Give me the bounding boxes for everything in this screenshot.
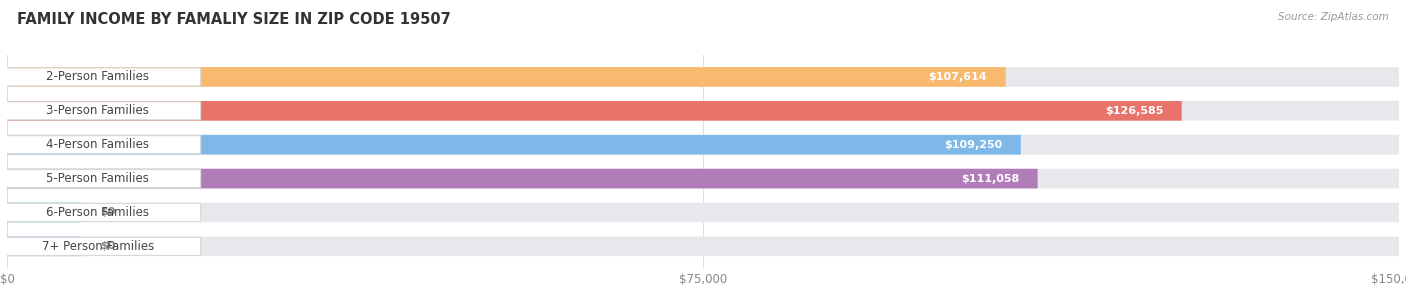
FancyBboxPatch shape — [7, 67, 1399, 87]
FancyBboxPatch shape — [7, 237, 82, 256]
Text: 6-Person Families: 6-Person Families — [46, 206, 149, 219]
FancyBboxPatch shape — [7, 169, 1399, 188]
Text: $111,058: $111,058 — [960, 174, 1019, 184]
FancyBboxPatch shape — [0, 68, 201, 86]
FancyBboxPatch shape — [7, 135, 1399, 155]
FancyBboxPatch shape — [7, 203, 82, 222]
FancyBboxPatch shape — [7, 135, 1021, 155]
Text: Source: ZipAtlas.com: Source: ZipAtlas.com — [1278, 12, 1389, 22]
FancyBboxPatch shape — [0, 203, 201, 221]
FancyBboxPatch shape — [0, 170, 201, 188]
FancyBboxPatch shape — [7, 237, 1399, 256]
Text: $0: $0 — [100, 241, 115, 251]
FancyBboxPatch shape — [7, 101, 1181, 121]
Text: 3-Person Families: 3-Person Families — [46, 104, 149, 117]
FancyBboxPatch shape — [7, 67, 1005, 87]
Text: $109,250: $109,250 — [943, 140, 1002, 150]
Text: 4-Person Families: 4-Person Families — [46, 138, 149, 151]
Text: 5-Person Families: 5-Person Families — [46, 172, 149, 185]
Text: FAMILY INCOME BY FAMALIY SIZE IN ZIP CODE 19507: FAMILY INCOME BY FAMALIY SIZE IN ZIP COD… — [17, 12, 450, 27]
FancyBboxPatch shape — [7, 101, 1399, 121]
FancyBboxPatch shape — [0, 102, 201, 120]
FancyBboxPatch shape — [7, 169, 1038, 188]
Text: $107,614: $107,614 — [928, 72, 987, 82]
Text: 2-Person Families: 2-Person Families — [46, 70, 149, 84]
FancyBboxPatch shape — [7, 203, 1399, 222]
Text: 7+ Person Families: 7+ Person Families — [42, 240, 153, 253]
Text: $0: $0 — [100, 207, 115, 217]
FancyBboxPatch shape — [0, 136, 201, 154]
FancyBboxPatch shape — [0, 237, 201, 255]
Text: $126,585: $126,585 — [1105, 106, 1163, 116]
